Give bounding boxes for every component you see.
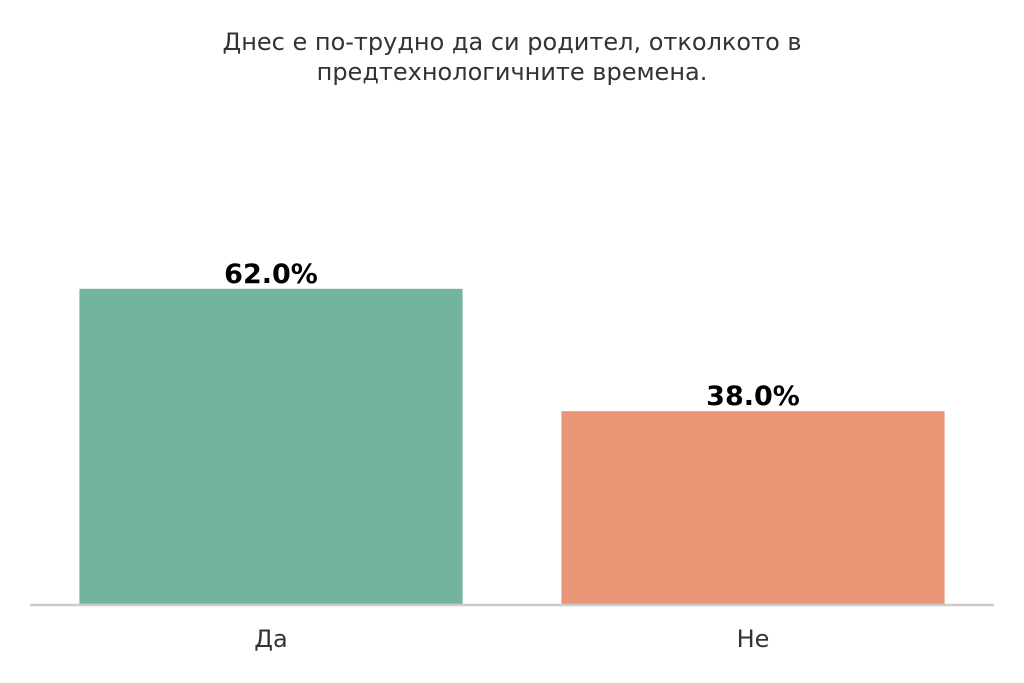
chart-title-line-1: Днес е по-трудно да си родител, отколкот… (222, 28, 801, 56)
bar-value-label-2: 38.0% (706, 381, 800, 412)
value-labels-group: 62.0% 38.0% (224, 259, 800, 412)
bar-value-label-1: 62.0% (224, 259, 318, 290)
chart-title-line-2: предтехнологичните времена. (317, 58, 708, 86)
x-tick-label-1: Да (254, 625, 287, 653)
chart-title: Днес е по-трудно да си родител, отколкот… (222, 28, 801, 86)
bar-2 (561, 411, 945, 605)
x-tick-label-2: Не (737, 625, 770, 653)
x-tick-labels-group: Да Не (254, 625, 769, 653)
bars-group (79, 288, 945, 605)
bar-1 (79, 288, 463, 605)
